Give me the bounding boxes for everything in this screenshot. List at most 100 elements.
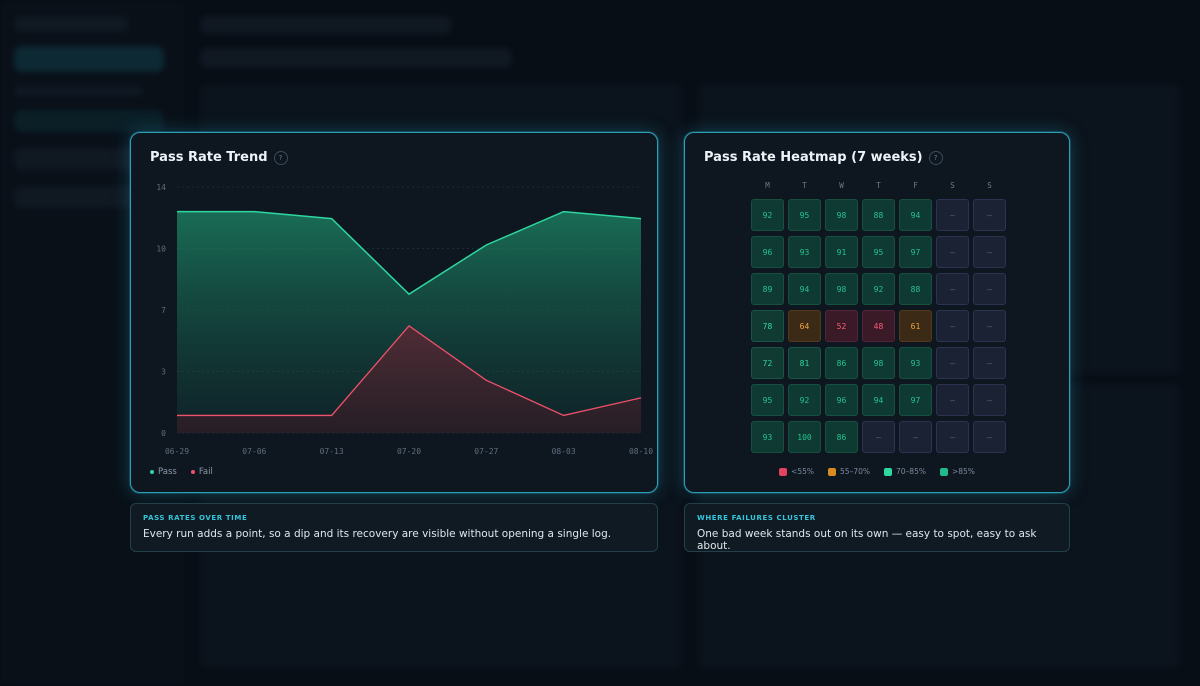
heatmap-cell[interactable]: – <box>973 347 1006 379</box>
heatmap-caption: WHERE FAILURES CLUSTER One bad week stan… <box>684 503 1070 552</box>
heatmap-cell[interactable]: 48 <box>862 310 895 342</box>
heatmap-cell[interactable]: 91 <box>825 236 858 268</box>
y-tick-label: 10 <box>156 245 166 254</box>
legend-label: 70–85% <box>896 467 926 476</box>
heatmap-cell[interactable]: – <box>973 421 1006 453</box>
heatmap-cell[interactable]: – <box>936 310 969 342</box>
heatmap-cell[interactable]: 95 <box>788 199 821 231</box>
heatmap-cell[interactable]: 97 <box>899 384 932 416</box>
heatmap-cell[interactable]: 93 <box>788 236 821 268</box>
heatmap-cell[interactable]: 93 <box>899 347 932 379</box>
heatmap-cell[interactable]: 61 <box>899 310 932 342</box>
heatmap-cell[interactable]: – <box>973 273 1006 305</box>
heatmap-cell[interactable]: 89 <box>751 273 784 305</box>
fail-dot-icon <box>190 470 195 474</box>
heatmap-cell[interactable]: – <box>936 236 969 268</box>
y-tick-label: 0 <box>161 429 166 438</box>
heatmap-cell[interactable]: – <box>936 347 969 379</box>
heatmap-cell[interactable]: 86 <box>825 347 858 379</box>
heatmap-cell[interactable]: – <box>973 310 1006 342</box>
heatmap-cell[interactable]: 52 <box>825 310 858 342</box>
help-icon[interactable]: ? <box>273 150 288 165</box>
swatch-icon <box>779 468 788 476</box>
y-tick-label: 7 <box>161 306 166 315</box>
heatmap-cell[interactable]: 94 <box>862 384 895 416</box>
heatmap-cell[interactable]: 88 <box>899 273 932 305</box>
trend-card-title: Pass Rate Trend <box>150 150 268 165</box>
heatmap-legend-item: >85% <box>939 467 975 476</box>
heatmap-card-title: Pass Rate Heatmap (7 weeks) <box>704 150 923 165</box>
heatmap-title-row: Pass Rate Heatmap (7 weeks) ? <box>704 150 943 165</box>
heatmap-cell[interactable]: 92 <box>788 384 821 416</box>
heatmap-legend-item: 70–85% <box>884 467 926 476</box>
pass-line <box>177 210 642 296</box>
heatmap-cell[interactable]: 92 <box>862 273 895 305</box>
heatmap-cell[interactable]: 64 <box>788 310 821 342</box>
pass-dot-icon <box>150 470 154 474</box>
legend-item-fail[interactable]: Fail <box>190 467 213 477</box>
heatmap-day-header: T <box>876 181 881 190</box>
heatmap-cell[interactable]: – <box>936 421 969 453</box>
x-tick-label: 06-29 <box>165 447 189 456</box>
x-tick-label: 07-06 <box>242 447 266 456</box>
x-tick-label: 08-10 <box>629 447 653 456</box>
background-nav-item <box>14 86 142 96</box>
heatmap-day-header: T <box>802 181 807 190</box>
heatmap-day-header: S <box>987 181 992 190</box>
heatmap-cell[interactable]: 96 <box>751 236 784 268</box>
legend-label: Pass <box>158 467 177 477</box>
heatmap-cell[interactable]: – <box>973 236 1006 268</box>
pass-rate-trend-card: Pass Rate Trend ? 14 10 7 3 0 06-29 07-06 07-13… <box>130 132 658 493</box>
heatmap-cell[interactable]: 97 <box>899 236 932 268</box>
heatmap-cell[interactable]: 88 <box>862 199 895 231</box>
x-tick-label: 07-13 <box>320 447 344 456</box>
heatmap-cell[interactable]: – <box>862 421 895 453</box>
heatmap-day-header: F <box>913 181 918 190</box>
background-nav-item <box>14 110 164 132</box>
swatch-icon <box>828 468 837 476</box>
heatmap-cell[interactable]: 98 <box>825 273 858 305</box>
background-header <box>200 16 452 34</box>
fail-area <box>177 325 641 433</box>
heatmap-day-header: M <box>765 181 770 190</box>
heatmap-cell[interactable]: 98 <box>825 199 858 231</box>
heatmap-cell[interactable]: 95 <box>751 384 784 416</box>
help-icon[interactable]: ? <box>928 150 943 165</box>
legend-item-pass[interactable]: Pass <box>150 467 177 477</box>
heatmap-legend-item: 55–70% <box>828 467 870 476</box>
heatmap-cell[interactable]: 94 <box>899 199 932 231</box>
heatmap-cell[interactable]: 92 <box>751 199 784 231</box>
swatch-icon <box>884 468 892 476</box>
heatmap-cell[interactable]: 96 <box>825 384 858 416</box>
background-logo <box>14 16 129 32</box>
caption-kicker: WHERE FAILURES CLUSTER <box>697 514 816 522</box>
heatmap-cell[interactable]: 98 <box>862 347 895 379</box>
legend-label: <55% <box>791 467 815 476</box>
x-tick-label: 08-03 <box>552 447 576 456</box>
heatmap-cell[interactable]: – <box>973 384 1006 416</box>
heatmap-cell[interactable]: 95 <box>862 236 895 268</box>
caption-kicker: PASS RATES OVER TIME <box>143 514 248 522</box>
heatmap-cell[interactable]: 72 <box>751 347 784 379</box>
heatmap-cell[interactable]: – <box>899 421 932 453</box>
legend-label: Fail <box>198 467 213 477</box>
heatmap-cell[interactable]: 81 <box>788 347 821 379</box>
heatmap-legend: <55% 55–70% 70–85% >85% <box>685 467 1069 476</box>
y-tick-label: 3 <box>161 368 166 377</box>
heatmap-cell[interactable]: – <box>936 273 969 305</box>
heatmap-day-header: S <box>950 181 955 190</box>
background-nav-active <box>14 46 164 72</box>
heatmap-cell[interactable]: – <box>936 384 969 416</box>
heatmap-cell[interactable]: 86 <box>825 421 858 453</box>
trend-chart: 14 10 7 3 0 06-29 07-06 07-13 07-20 07-27 08-03 08-… <box>156 183 653 456</box>
heatmap-cell[interactable]: 94 <box>788 273 821 305</box>
heatmap-cell[interactable]: 78 <box>751 310 784 342</box>
fail-line <box>177 324 642 417</box>
heatmap-cell[interactable]: 93 <box>751 421 784 453</box>
trend-legend: Pass Fail <box>150 467 213 477</box>
heatmap-cell[interactable]: – <box>936 199 969 231</box>
pass-area <box>177 211 641 433</box>
heatmap-cell[interactable]: 100 <box>788 421 821 453</box>
heatmap-cell[interactable]: – <box>973 199 1006 231</box>
x-tick-label: 07-27 <box>474 447 498 456</box>
